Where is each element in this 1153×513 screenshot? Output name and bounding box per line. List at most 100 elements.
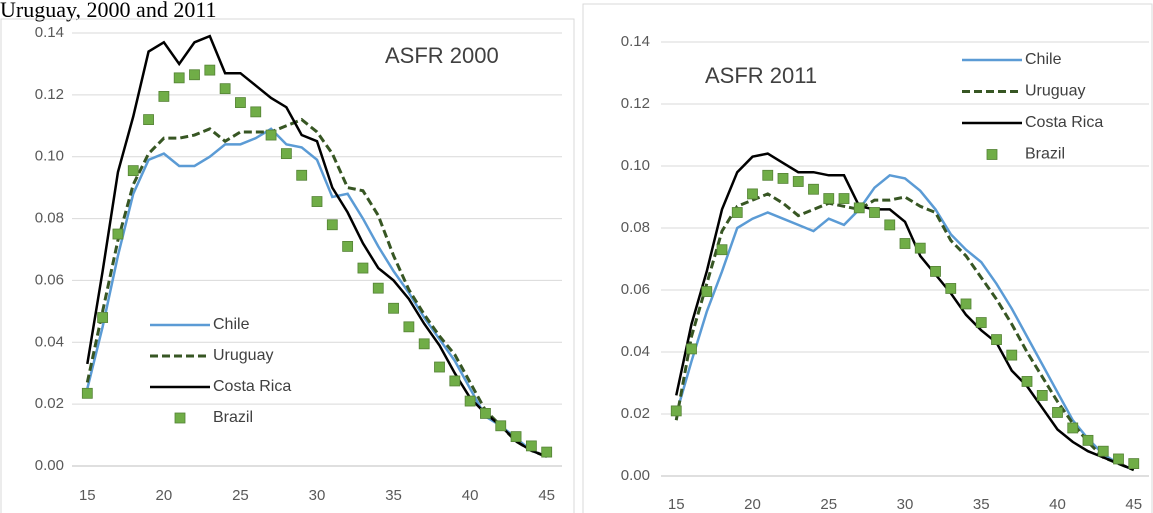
y-tick-label: 0.10 xyxy=(35,148,64,165)
y-tick-label: 0.12 xyxy=(621,95,650,112)
series-marker xyxy=(914,242,926,254)
legend-label: Uruguay xyxy=(1025,83,1085,100)
x-tick-label: 40 xyxy=(1049,496,1066,513)
series-marker xyxy=(686,343,697,355)
y-tick-label: 0.10 xyxy=(621,157,650,174)
x-tick-label: 25 xyxy=(820,496,837,513)
series-marker xyxy=(311,196,323,207)
series-marker xyxy=(372,282,384,294)
y-tick-label: 0.04 xyxy=(35,333,64,350)
y-tick-label: 0.12 xyxy=(35,86,64,103)
series-marker xyxy=(1097,445,1109,457)
series-marker xyxy=(1036,389,1048,401)
series-marker xyxy=(480,408,491,419)
x-tick-label: 45 xyxy=(1125,496,1142,513)
series-marker xyxy=(777,172,789,184)
y-tick-label: 0.02 xyxy=(35,395,64,412)
series-marker xyxy=(296,169,308,181)
series-marker xyxy=(464,395,476,407)
x-tick-label: 40 xyxy=(462,487,479,504)
series-marker xyxy=(403,321,415,333)
series-line xyxy=(674,192,1135,472)
series-marker xyxy=(388,302,399,314)
series-marker xyxy=(235,97,246,108)
annotation: ASFR 2011 xyxy=(705,63,817,88)
panel-frame xyxy=(0,18,575,513)
series-marker xyxy=(495,420,507,432)
series-marker xyxy=(838,193,850,204)
series-marker xyxy=(357,262,369,274)
series-marker xyxy=(762,169,774,181)
series-marker xyxy=(884,219,896,231)
series-marker xyxy=(250,106,262,118)
x-tick-label: 15 xyxy=(668,496,685,513)
series-marker xyxy=(960,298,972,310)
series-marker xyxy=(991,334,1002,346)
legend-label: Brazil xyxy=(213,409,253,426)
series-marker xyxy=(731,207,743,218)
series-marker xyxy=(525,440,537,452)
series-marker xyxy=(158,91,170,102)
y-tick-label: 0.00 xyxy=(35,457,64,474)
series-line xyxy=(675,152,1135,471)
series-marker xyxy=(219,83,231,95)
legend-label: Uruguay xyxy=(213,347,273,364)
series-marker xyxy=(326,219,338,231)
legend-label: Brazil xyxy=(1025,146,1065,163)
annotation: ASFR 2000 xyxy=(385,43,499,68)
y-tick-label: 0.08 xyxy=(621,219,650,236)
series-line xyxy=(675,173,1135,471)
series-marker xyxy=(869,207,880,218)
series-marker xyxy=(510,431,522,443)
x-tick-label: 45 xyxy=(538,487,555,504)
series-marker xyxy=(280,148,292,160)
legend-label: Chile xyxy=(213,316,250,333)
legend-swatch xyxy=(986,149,998,160)
series-marker xyxy=(1006,349,1018,361)
series-marker xyxy=(1082,434,1094,446)
series-marker xyxy=(823,193,835,204)
legend-swatch xyxy=(174,412,186,424)
series-line xyxy=(86,34,548,458)
y-tick-label: 0.00 xyxy=(621,467,650,484)
series-marker xyxy=(449,375,461,387)
page-title: Uruguay, 2000 and 2011 xyxy=(0,0,217,22)
x-tick-label: 25 xyxy=(232,487,249,504)
series-marker xyxy=(1021,376,1033,387)
series-marker xyxy=(434,361,445,373)
series-marker xyxy=(747,188,758,200)
series-line xyxy=(86,127,548,458)
series-marker xyxy=(792,176,804,187)
x-tick-label: 30 xyxy=(309,487,326,504)
series-marker xyxy=(1113,453,1124,465)
y-tick-label: 0.04 xyxy=(621,343,650,360)
y-tick-label: 0.06 xyxy=(35,271,64,288)
series-marker xyxy=(945,283,957,294)
y-tick-label: 0.14 xyxy=(621,33,650,50)
series-marker xyxy=(975,317,987,328)
series-marker xyxy=(808,183,819,195)
x-tick-label: 20 xyxy=(744,496,761,513)
series-marker xyxy=(81,387,93,399)
series-marker xyxy=(930,265,941,277)
series-marker xyxy=(342,241,354,252)
series-marker xyxy=(1128,458,1140,470)
series-marker xyxy=(670,405,682,417)
series-marker xyxy=(853,202,865,214)
series-marker xyxy=(1052,407,1063,418)
series-line xyxy=(85,117,548,459)
y-tick-label: 0.08 xyxy=(35,210,64,227)
series-marker xyxy=(97,312,109,323)
series-marker xyxy=(418,338,430,350)
series-marker xyxy=(541,446,553,458)
series-marker xyxy=(716,244,728,256)
y-tick-label: 0.06 xyxy=(621,281,650,298)
series-marker xyxy=(899,238,911,249)
series-marker xyxy=(112,228,124,240)
legend-label: Chile xyxy=(1025,51,1062,68)
x-tick-label: 20 xyxy=(156,487,173,504)
y-tick-label: 0.02 xyxy=(621,405,650,422)
series-marker xyxy=(1067,422,1079,434)
x-tick-label: 35 xyxy=(973,496,990,513)
